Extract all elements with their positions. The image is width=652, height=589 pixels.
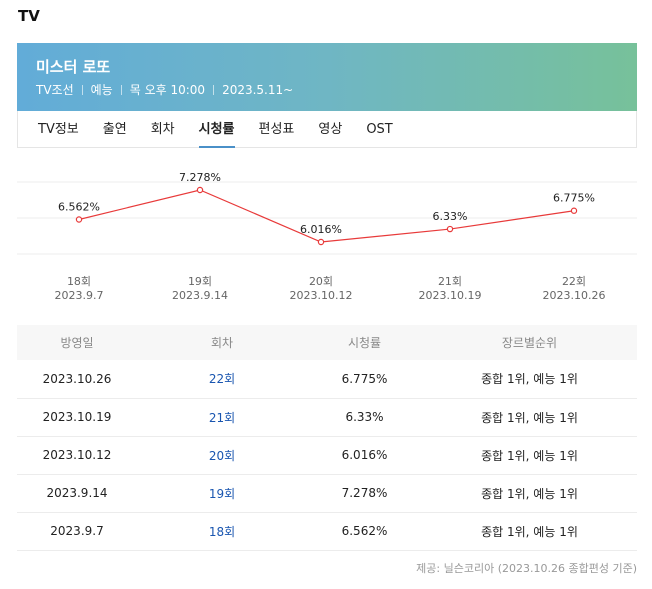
cell-episode-link[interactable]: 20회 — [137, 436, 307, 475]
table-row: 2023.10.12 20회 6.016% 종합 1위, 예능 1위 — [17, 436, 637, 475]
table-header-row: 방영일 회차 시청률 장르별순위 — [17, 325, 637, 360]
tab-videos[interactable]: 영상 — [318, 121, 343, 137]
table-row: 2023.9.14 19회 7.278% 종합 1위, 예능 1위 — [17, 474, 637, 513]
program-meta: TV조선 예능 목 오후 10:00 2023.5.11~ — [36, 81, 293, 98]
cell-episode-link[interactable]: 19회 — [137, 474, 307, 513]
cell-genre-rank: 종합 1위, 예능 1위 — [422, 474, 637, 513]
cell-rating: 6.016% — [307, 436, 422, 475]
cell-air-date: 2023.10.19 — [17, 398, 137, 437]
header-genre-rank: 장르별순위 — [422, 325, 637, 360]
cell-air-date: 2023.9.7 — [17, 512, 137, 551]
chart-data-point — [75, 216, 83, 223]
chart-data-label: 7.278% — [179, 171, 221, 184]
cell-rating: 6.33% — [307, 398, 422, 437]
genre-label: 예능 — [90, 83, 113, 97]
program-title[interactable]: 미스터 로또 — [36, 58, 111, 76]
chart-data-point — [196, 186, 204, 194]
chart-x-date-label: 2023.10.19 — [419, 289, 482, 302]
cell-air-date: 2023.10.26 — [17, 360, 137, 399]
chart-x-tick-label: 19회 — [188, 275, 212, 288]
meta-divider — [81, 84, 83, 95]
tab-episodes[interactable]: 회차 — [150, 121, 175, 137]
source-note: 제공: 닐슨코리아 (2023.10.26 종합편성 기준) — [416, 562, 637, 575]
chart-x-tick-label: 21회 — [438, 275, 462, 288]
header-air-date: 방영일 — [17, 325, 137, 360]
tab-cast[interactable]: 출연 — [102, 121, 127, 137]
cell-air-date: 2023.9.14 — [17, 474, 137, 513]
chart-data-label: 6.775% — [553, 192, 595, 205]
tab-tv-info[interactable]: TV정보 — [38, 121, 79, 137]
meta-divider — [120, 84, 122, 95]
chart-x-date-label: 2023.10.12 — [290, 289, 353, 302]
chart-data-point — [317, 238, 325, 246]
chart-data-label: 6.016% — [300, 223, 342, 236]
program-banner: 미스터 로또 TV조선 예능 목 오후 10:00 2023.5.11~ — [17, 43, 637, 111]
cell-genre-rank: 종합 1위, 예능 1위 — [422, 360, 637, 399]
cell-rating: 6.562% — [307, 512, 422, 551]
table-row: 2023.10.19 21회 6.33% 종합 1위, 예능 1위 — [17, 398, 637, 437]
chart-x-date-label: 2023.9.14 — [172, 289, 228, 302]
ratings-chart: 6.562% 18회 2023.9.7 7.278% 19회 2023.9.14 6.016… — [17, 160, 637, 310]
chart-data-point — [446, 225, 454, 233]
header-rating: 시청률 — [307, 325, 422, 360]
section-title: TV — [18, 7, 40, 25]
cell-episode-link[interactable]: 22회 — [137, 360, 307, 399]
chart-data-label: 6.33% — [433, 210, 468, 223]
chart-x-date-label: 2023.9.7 — [55, 289, 104, 302]
cell-air-date: 2023.10.12 — [17, 436, 137, 475]
table-row: 2023.9.7 18회 6.562% 종합 1위, 예능 1위 — [17, 512, 637, 551]
chart-x-tick-label: 20회 — [309, 275, 333, 288]
meta-divider — [213, 84, 215, 95]
cell-rating: 6.775% — [307, 360, 422, 399]
cell-genre-rank: 종합 1위, 예능 1위 — [422, 512, 637, 551]
cell-episode-link[interactable]: 18회 — [137, 512, 307, 551]
tab-schedule[interactable]: 편성표 — [258, 121, 295, 137]
cell-rating: 7.278% — [307, 474, 422, 513]
chart-data-point — [570, 207, 578, 214]
ratings-table: 방영일 회차 시청률 장르별순위 2023.10.26 22회 6.775% 종… — [17, 325, 637, 551]
cell-episode-link[interactable]: 21회 — [137, 398, 307, 437]
channel-label[interactable]: TV조선 — [36, 83, 74, 97]
start-date-label: 2023.5.11~ — [222, 82, 294, 97]
program-tabs: TV정보 출연 회차 시청률 편성표 영상 OST — [17, 111, 637, 148]
header-episode: 회차 — [137, 325, 307, 360]
chart-x-tick-label: 18회 — [67, 275, 91, 288]
cell-genre-rank: 종합 1위, 예능 1위 — [422, 436, 637, 475]
chart-x-date-label: 2023.10.26 — [543, 289, 606, 302]
table-row: 2023.10.26 22회 6.775% 종합 1위, 예능 1위 — [17, 360, 637, 399]
chart-data-label: 6.562% — [58, 201, 100, 214]
chart-x-tick-label: 22회 — [562, 275, 586, 288]
tab-ost[interactable]: OST — [366, 121, 393, 137]
tab-ratings[interactable]: 시청률 — [198, 111, 235, 148]
schedule-label: 목 오후 10:00 — [129, 83, 206, 97]
cell-genre-rank: 종합 1위, 예능 1위 — [422, 398, 637, 437]
